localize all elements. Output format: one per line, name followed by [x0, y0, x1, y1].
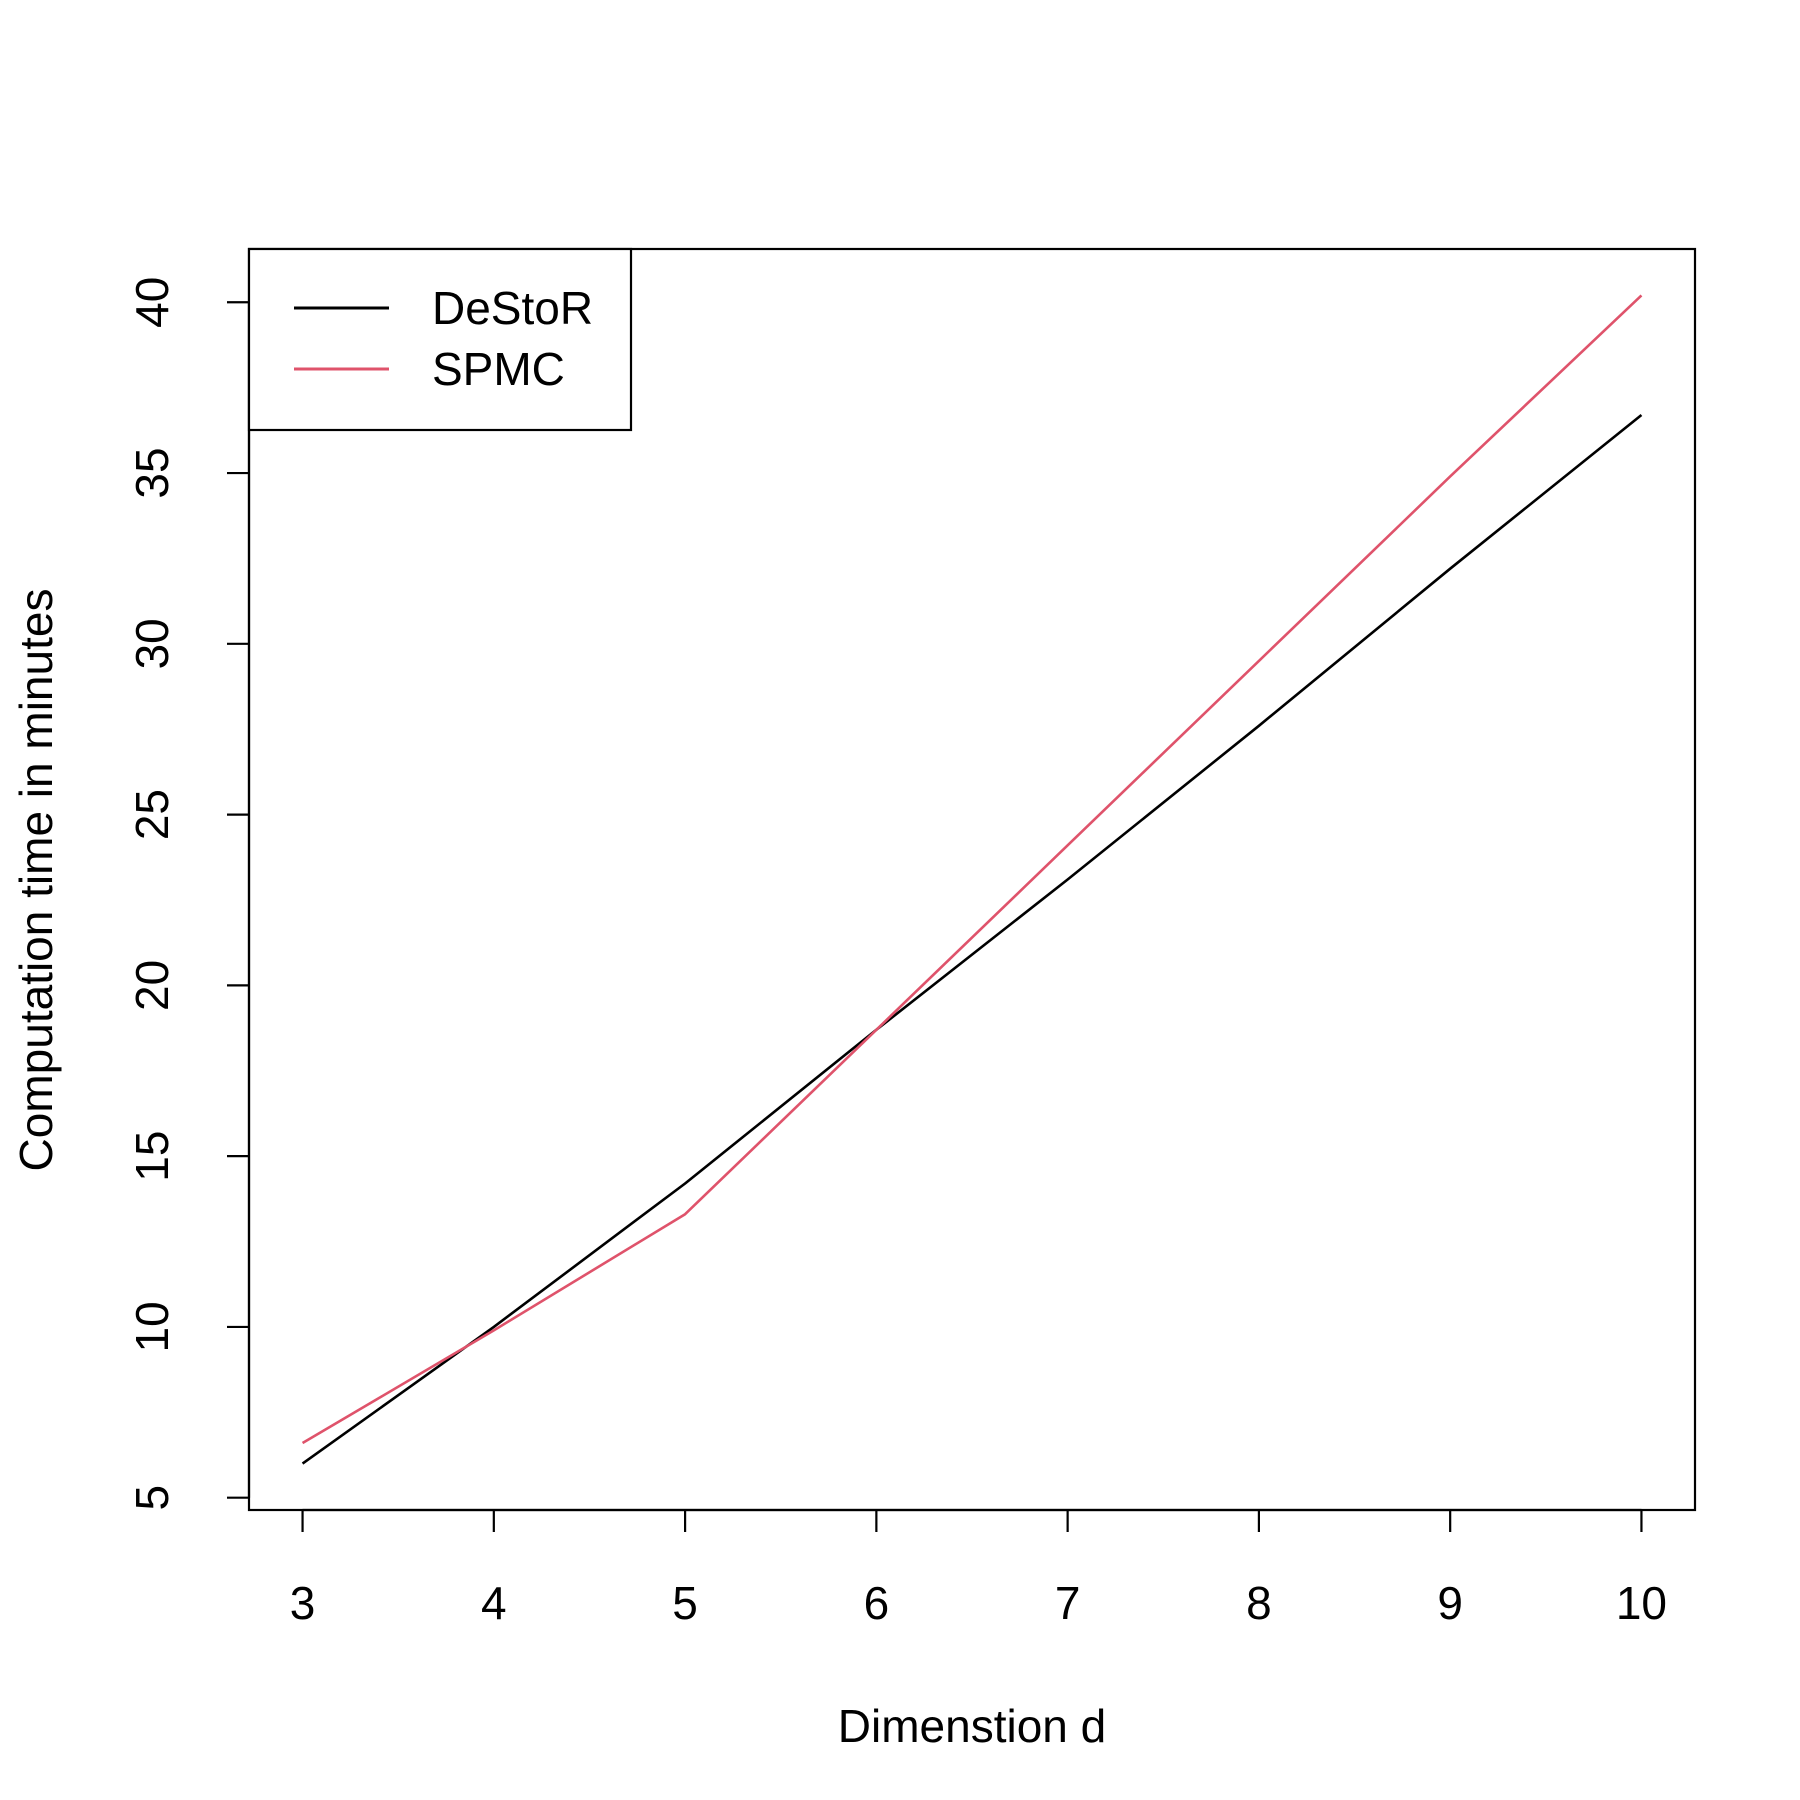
- series-line-destor: [301, 413, 1643, 1465]
- legend-label-destor: DeStoR: [432, 282, 593, 334]
- y-tick-label: 20: [126, 960, 178, 1011]
- x-tick-label: 7: [1055, 1577, 1081, 1629]
- x-tick-label: 8: [1246, 1577, 1272, 1629]
- x-tick-label: 6: [864, 1577, 890, 1629]
- y-tick-label: 10: [126, 1301, 178, 1352]
- y-tick-label: 40: [126, 277, 178, 328]
- y-tick-label: 30: [126, 618, 178, 669]
- y-axis: 5 10 15 20 25 30 35 40: [126, 277, 251, 1511]
- x-tick-label: 10: [1616, 1577, 1667, 1629]
- x-tick-label: 4: [481, 1577, 507, 1629]
- series-layer: [301, 294, 1643, 1465]
- y-tick-label: 25: [126, 789, 178, 840]
- x-axis-title: Dimenstion d: [838, 1700, 1106, 1752]
- x-tick-label: 5: [672, 1577, 698, 1629]
- y-tick-label: 15: [126, 1131, 178, 1182]
- legend-box: [247, 247, 633, 432]
- y-tick-label: 5: [126, 1485, 178, 1511]
- legend: DeStoR SPMC: [247, 247, 633, 432]
- y-tick-label: 35: [126, 447, 178, 498]
- y-axis-title: Computation time in minutes: [10, 589, 62, 1172]
- x-tick-label: 3: [290, 1577, 316, 1629]
- x-tick-label: 9: [1437, 1577, 1463, 1629]
- plot-frame: [247, 247, 1697, 1512]
- legend-label-spmc: SPMC: [432, 343, 565, 395]
- x-axis: 3 4 5 6 7 8 9 10: [290, 1508, 1667, 1629]
- series-line-spmc: [301, 294, 1643, 1445]
